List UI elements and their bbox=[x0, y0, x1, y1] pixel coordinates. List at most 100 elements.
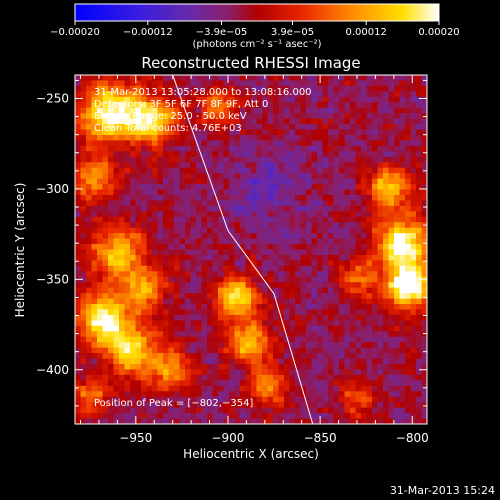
heatmap-cell bbox=[207, 260, 214, 267]
heatmap-cell bbox=[295, 167, 302, 174]
heatmap-cell bbox=[218, 380, 225, 387]
heatmap-cell bbox=[399, 124, 406, 131]
heatmap-cell bbox=[91, 413, 98, 420]
heatmap-cell bbox=[289, 151, 296, 158]
heatmap-cell bbox=[306, 325, 313, 332]
heatmap-cell bbox=[163, 380, 170, 387]
heatmap-cell bbox=[152, 347, 159, 354]
heatmap-cell bbox=[377, 304, 384, 311]
heatmap-cell bbox=[377, 407, 384, 414]
heatmap-cell bbox=[185, 391, 192, 398]
heatmap-cell bbox=[344, 385, 351, 392]
heatmap-cell bbox=[108, 173, 115, 180]
heatmap-cell bbox=[141, 265, 148, 272]
heatmap-cell bbox=[273, 124, 280, 131]
heatmap-cell bbox=[278, 369, 285, 376]
heatmap-cell bbox=[317, 331, 324, 338]
heatmap-cell bbox=[141, 276, 148, 283]
heatmap-cell bbox=[295, 134, 302, 142]
heatmap-cell bbox=[311, 385, 318, 392]
heatmap-cell bbox=[317, 96, 324, 103]
heatmap-cell bbox=[278, 162, 285, 169]
heatmap-cell bbox=[119, 325, 126, 332]
heatmap-cell bbox=[86, 304, 93, 311]
heatmap-cell bbox=[267, 129, 274, 136]
heatmap-cell bbox=[185, 254, 192, 261]
heatmap-cell bbox=[399, 276, 406, 283]
heatmap-cell bbox=[102, 91, 109, 98]
heatmap-cell bbox=[410, 113, 417, 120]
heatmap-cell bbox=[113, 276, 120, 283]
heatmap-cell bbox=[350, 353, 357, 360]
heatmap-cell bbox=[262, 118, 269, 125]
heatmap-cell bbox=[190, 271, 197, 278]
heatmap-cell bbox=[179, 173, 186, 180]
heatmap-cell bbox=[333, 347, 340, 354]
heatmap-cell bbox=[361, 320, 368, 327]
heatmap-cell bbox=[119, 173, 126, 180]
heatmap-cell bbox=[119, 369, 126, 376]
heatmap-cell bbox=[383, 402, 390, 409]
heatmap-cell bbox=[218, 402, 225, 409]
heatmap-cell bbox=[190, 189, 197, 196]
heatmap-cell bbox=[399, 249, 406, 256]
heatmap-cell bbox=[91, 402, 98, 409]
heatmap-cell bbox=[174, 385, 181, 392]
heatmap-cell bbox=[394, 216, 401, 223]
heatmap-cell bbox=[410, 325, 417, 332]
heatmap-cell bbox=[262, 413, 269, 420]
heatmap-cell bbox=[75, 320, 82, 327]
heatmap-cell bbox=[124, 413, 131, 420]
heatmap-cell bbox=[229, 238, 236, 245]
heatmap-cell bbox=[212, 118, 219, 125]
heatmap-cell bbox=[416, 342, 423, 349]
heatmap-cell bbox=[91, 140, 98, 147]
heatmap-cell bbox=[168, 113, 175, 120]
heatmap-cell bbox=[361, 227, 368, 234]
heatmap-cell bbox=[399, 102, 406, 109]
heatmap-cell bbox=[229, 75, 236, 82]
heatmap-cell bbox=[350, 96, 357, 103]
heatmap-cell bbox=[229, 140, 236, 147]
heatmap-cell bbox=[157, 407, 164, 414]
heatmap-cell bbox=[344, 200, 351, 207]
heatmap-cell bbox=[163, 244, 170, 251]
heatmap-cell bbox=[366, 342, 373, 349]
heatmap-cell bbox=[416, 304, 423, 311]
heatmap-cell bbox=[333, 244, 340, 251]
heatmap-cell bbox=[344, 353, 351, 360]
heatmap-cell bbox=[196, 374, 203, 381]
heatmap-cell bbox=[196, 325, 203, 332]
heatmap-cell bbox=[383, 194, 390, 202]
heatmap-cell bbox=[86, 402, 93, 409]
heatmap-cell bbox=[278, 91, 285, 98]
heatmap-cell bbox=[328, 222, 335, 229]
heatmap-cell bbox=[218, 249, 225, 256]
heatmap-cell bbox=[372, 194, 379, 202]
heatmap-cell bbox=[163, 145, 170, 152]
heatmap-cell bbox=[410, 287, 417, 294]
heatmap-cell bbox=[267, 402, 274, 409]
heatmap-cell bbox=[212, 282, 219, 289]
heatmap-cell bbox=[344, 216, 351, 223]
heatmap-cell bbox=[80, 156, 87, 163]
heatmap-cell bbox=[399, 244, 406, 251]
heatmap-cell bbox=[377, 205, 384, 212]
heatmap-cell bbox=[245, 331, 252, 338]
heatmap-cell bbox=[152, 309, 159, 316]
heatmap-cell bbox=[300, 205, 307, 212]
heatmap-cell bbox=[344, 358, 351, 365]
heatmap-cell bbox=[212, 244, 219, 251]
heatmap-cell bbox=[245, 194, 252, 202]
heatmap-cell bbox=[190, 244, 197, 251]
heatmap-cell bbox=[267, 244, 274, 251]
heatmap-cell bbox=[196, 276, 203, 283]
heatmap-cell bbox=[234, 396, 241, 403]
heatmap-cell bbox=[190, 282, 197, 289]
heatmap-cell bbox=[97, 396, 104, 403]
heatmap-cell bbox=[179, 145, 186, 152]
heatmap-cell bbox=[361, 102, 368, 109]
heatmap-cell bbox=[366, 80, 373, 87]
heatmap-cell bbox=[289, 145, 296, 152]
heatmap-cell bbox=[124, 347, 131, 354]
